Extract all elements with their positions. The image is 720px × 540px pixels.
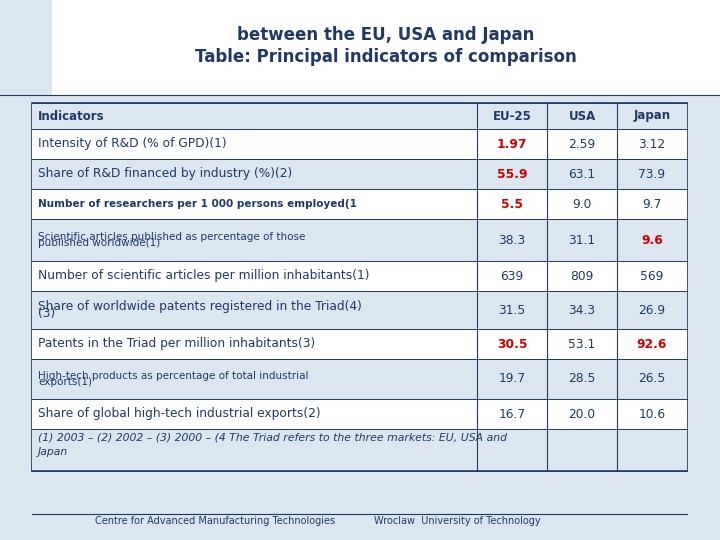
FancyBboxPatch shape: [32, 359, 687, 399]
FancyBboxPatch shape: [32, 261, 687, 291]
Text: Share of worldwide patents registered in the Triad(4): Share of worldwide patents registered in…: [38, 300, 362, 313]
FancyBboxPatch shape: [32, 329, 687, 359]
FancyBboxPatch shape: [0, 0, 52, 95]
Text: (3): (3): [38, 307, 55, 320]
Text: 9.7: 9.7: [642, 198, 662, 211]
Text: High-tech products as percentage of total industrial: High-tech products as percentage of tota…: [38, 372, 308, 381]
Text: Japan: Japan: [634, 110, 670, 123]
Text: 26.9: 26.9: [639, 303, 665, 316]
Text: 639: 639: [500, 269, 523, 282]
Text: 809: 809: [570, 269, 594, 282]
FancyBboxPatch shape: [32, 429, 687, 471]
Text: 63.1: 63.1: [568, 167, 595, 180]
Text: Intensity of R&D (% of GPD)(1): Intensity of R&D (% of GPD)(1): [38, 138, 227, 151]
Text: 2.59: 2.59: [568, 138, 595, 151]
FancyBboxPatch shape: [32, 103, 687, 129]
Text: 28.5: 28.5: [568, 373, 595, 386]
Text: Scientific articles published as percentage of those: Scientific articles published as percent…: [38, 232, 305, 242]
FancyBboxPatch shape: [32, 129, 687, 159]
Text: Japan: Japan: [38, 447, 68, 457]
Text: Number of researchers per 1 000 persons employed(1: Number of researchers per 1 000 persons …: [38, 199, 357, 209]
Text: 34.3: 34.3: [568, 303, 595, 316]
Text: USA: USA: [568, 110, 595, 123]
Text: 9.6: 9.6: [641, 233, 663, 246]
Text: exports(1): exports(1): [38, 377, 92, 387]
Text: 38.3: 38.3: [498, 233, 526, 246]
Text: 19.7: 19.7: [498, 373, 526, 386]
Text: 1.97: 1.97: [497, 138, 527, 151]
Text: 55.9: 55.9: [497, 167, 527, 180]
Text: 10.6: 10.6: [639, 408, 665, 421]
Text: 16.7: 16.7: [498, 408, 526, 421]
Text: 31.5: 31.5: [498, 303, 526, 316]
Text: 73.9: 73.9: [639, 167, 665, 180]
Text: published worldwide(1): published worldwide(1): [38, 238, 161, 248]
Text: Indicators: Indicators: [38, 110, 104, 123]
Text: Number of scientific articles per million inhabitants(1): Number of scientific articles per millio…: [38, 269, 369, 282]
Text: 53.1: 53.1: [568, 338, 595, 350]
Text: 92.6: 92.6: [636, 338, 667, 350]
FancyBboxPatch shape: [32, 189, 687, 219]
FancyBboxPatch shape: [32, 399, 687, 429]
FancyBboxPatch shape: [32, 103, 687, 471]
FancyBboxPatch shape: [32, 291, 687, 329]
Text: Patents in the Triad per million inhabitants(3): Patents in the Triad per million inhabit…: [38, 338, 315, 350]
FancyBboxPatch shape: [52, 0, 720, 95]
Text: between the EU, USA and Japan: between the EU, USA and Japan: [238, 26, 535, 44]
FancyBboxPatch shape: [32, 219, 687, 261]
Text: 569: 569: [640, 269, 664, 282]
Text: Share of global high-tech industrial exports(2): Share of global high-tech industrial exp…: [38, 408, 320, 421]
Text: 26.5: 26.5: [639, 373, 665, 386]
Text: Share of R&D financed by industry (%)(2): Share of R&D financed by industry (%)(2): [38, 167, 292, 180]
Text: 31.1: 31.1: [568, 233, 595, 246]
Text: 30.5: 30.5: [497, 338, 527, 350]
Text: 3.12: 3.12: [639, 138, 665, 151]
Text: (1) 2003 – (2) 2002 – (3) 2000 – (4 The Triad refers to the three markets: EU, U: (1) 2003 – (2) 2002 – (3) 2000 – (4 The …: [38, 433, 507, 443]
Text: Table: Principal indicators of comparison: Table: Principal indicators of compariso…: [195, 49, 577, 66]
Text: Wroclaw  University of Technology: Wroclaw University of Technology: [374, 516, 541, 526]
Text: 5.5: 5.5: [501, 198, 523, 211]
Text: Centre for Advanced Manufacturing Technologies: Centre for Advanced Manufacturing Techno…: [95, 516, 336, 526]
Text: 20.0: 20.0: [568, 408, 595, 421]
Text: 9.0: 9.0: [572, 198, 592, 211]
Text: EU-25: EU-25: [492, 110, 531, 123]
FancyBboxPatch shape: [32, 159, 687, 189]
